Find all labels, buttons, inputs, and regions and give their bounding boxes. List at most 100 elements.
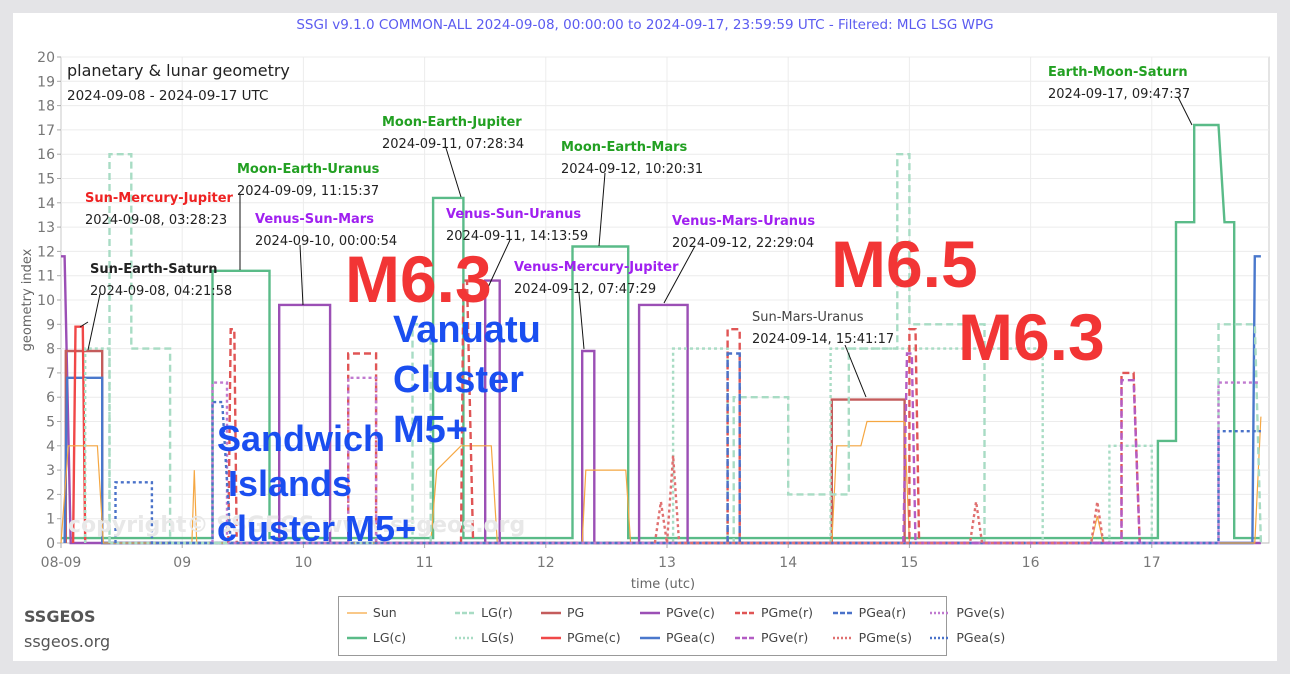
svg-text:12: 12 [37, 244, 55, 260]
svg-text:0: 0 [46, 536, 55, 552]
annotation-leader [483, 239, 511, 297]
legend-label: PGea(c) [665, 630, 716, 645]
svg-text:7: 7 [46, 366, 55, 382]
vanuatu-label-line3: M5+ [393, 409, 468, 451]
svg-text:15: 15 [37, 172, 55, 188]
legend-item-pgear[interactable]: PGea(r) [832, 605, 907, 620]
watermark: copyright© SSGEOS www.ssgeos.org [68, 513, 525, 538]
annotation-leader [87, 293, 101, 351]
svg-text:1: 1 [46, 512, 55, 528]
annotation-title: Sun-Mercury-Jupiter [85, 191, 234, 206]
svg-text:10: 10 [294, 555, 312, 571]
svg-text:19: 19 [37, 74, 55, 90]
inset-subtitle: 2024-09-08 - 2024-09-17 UTC [67, 88, 268, 104]
series-pgmes [653, 455, 1105, 545]
legend-item-lgc[interactable]: LG(c) [346, 630, 406, 645]
svg-text:5: 5 [46, 415, 55, 431]
legend-item-lgs[interactable]: LG(s) [455, 630, 514, 645]
legend-item-pgvec[interactable]: PGve(c) [639, 605, 715, 620]
annotation-leader [299, 244, 304, 306]
annotation-title: Venus-Mars-Uranus [672, 214, 815, 229]
annotation-title: Earth-Moon-Saturn [1048, 65, 1188, 80]
legend-swatch-icon [455, 611, 476, 614]
svg-text:14: 14 [37, 196, 55, 212]
legend-item-pgeas[interactable]: PGea(s) [930, 630, 1005, 645]
annotation-date: 2024-09-12, 07:47:29 [514, 282, 656, 297]
sandwich-label-line1: Sandwich [217, 418, 385, 459]
svg-text:17: 17 [37, 123, 55, 139]
legend-swatch-icon [455, 636, 476, 639]
annotation-title: Moon-Earth-Mars [561, 140, 687, 155]
series-pgvec [61, 255, 1261, 545]
annotation-title: Venus-Mercury-Jupiter [514, 260, 679, 275]
annotation-date: 2024-09-11, 14:13:59 [446, 229, 588, 244]
legend-item-lgr[interactable]: LG(r) [455, 605, 513, 620]
annotation-title: Venus-Sun-Uranus [446, 207, 581, 222]
legend-item-pg[interactable]: PG [540, 605, 585, 620]
inset-title: planetary & lunar geometry [67, 61, 290, 80]
annotation-date: 2024-09-08, 03:28:23 [85, 213, 227, 228]
legend-swatch-icon [930, 611, 951, 614]
legend-item-pgmer[interactable]: PGme(r) [735, 605, 813, 620]
annotation-leader [663, 245, 696, 304]
annotation-date: 2024-09-12, 22:29:04 [672, 236, 814, 251]
series-pgeac [63, 255, 1261, 545]
series-lgs [83, 347, 1154, 545]
svg-text:13: 13 [37, 220, 55, 236]
legend-item-pgver[interactable]: PGve(r) [735, 630, 808, 645]
chart-header-title: SSGI v9.1.0 COMMON-ALL 2024-09-08, 00:00… [296, 17, 994, 33]
legend-item-pgmes[interactable]: PGme(s) [832, 630, 913, 645]
legend-label: PGme(s) [858, 630, 913, 645]
annotation-leader [445, 147, 462, 198]
legend-item-pgmec[interactable]: PGme(c) [540, 630, 621, 645]
svg-text:11: 11 [37, 269, 55, 285]
annotation-date: 2024-09-09, 11:15:37 [237, 184, 379, 199]
svg-text:17: 17 [1143, 555, 1161, 571]
annotation-date: 2024-09-11, 07:28:34 [382, 137, 524, 152]
data-series [60, 123, 1263, 545]
legend-item-pgeac[interactable]: PGea(c) [639, 630, 716, 645]
annotation-leaders [79, 96, 1193, 398]
annotation-leader [1177, 96, 1193, 126]
legend-label: PGea(r) [858, 605, 907, 620]
brand-name: SSGEOS [24, 607, 96, 626]
legend-swatch-icon [639, 636, 660, 639]
svg-text:3: 3 [46, 463, 55, 479]
legend-label: PG [566, 605, 585, 620]
svg-text:2: 2 [46, 487, 55, 503]
series-lgr [108, 152, 1263, 545]
legend-swatch-icon [540, 636, 561, 639]
annotation-date: 2024-09-12, 10:20:31 [561, 162, 703, 177]
legend-swatch-icon [735, 611, 755, 614]
series-lgc [61, 123, 1261, 540]
legend-swatch-icon [930, 636, 951, 639]
legend-swatch-icon [346, 636, 367, 639]
legend: Sun LG(r) PG PGve(c) PGme(r) PGea(r) PGve(s) LG… [338, 596, 1005, 656]
legend-item-pgves[interactable]: PGve(s) [930, 605, 1005, 620]
quake-label-m65: M6.5 [831, 227, 978, 301]
svg-text:4: 4 [46, 439, 55, 455]
legend-label: PGve(r) [761, 630, 809, 645]
series-pgves [211, 376, 1261, 545]
annotations: Sun-Mercury-Jupiter 2024-09-08, 03:28:23 S… [85, 65, 1190, 347]
legend-label: PGme(c) [566, 630, 621, 645]
legend-label: Sun [372, 605, 397, 620]
svg-text:copyright© SSGEOS www.ssgeos.o: copyright© SSGEOS www.ssgeos.org [68, 513, 525, 538]
svg-text:15: 15 [900, 555, 918, 571]
svg-text:10: 10 [37, 293, 55, 309]
brand-url: ssgeos.org [24, 632, 111, 651]
annotation-date: 2024-09-17, 09:47:37 [1048, 87, 1190, 102]
legend-label: PGve(c) [665, 605, 715, 620]
legend-label: PGve(s) [956, 605, 1005, 620]
svg-text:16: 16 [37, 147, 55, 163]
annotation-title: Sun-Mars-Uranus [752, 310, 864, 325]
quake-label-m63-vanuatu: M6.3 [345, 242, 492, 316]
svg-text:18: 18 [37, 99, 55, 115]
annotation-leader [79, 321, 89, 328]
legend-swatch-icon [832, 611, 853, 614]
quake-label-m63-second: M6.3 [958, 300, 1105, 374]
legend-label: PGea(s) [956, 630, 1006, 645]
legend-item-sun[interactable]: Sun [346, 605, 397, 620]
x-axis-label: time (utc) [631, 577, 695, 592]
annotation-title: Moon-Earth-Uranus [237, 162, 380, 177]
